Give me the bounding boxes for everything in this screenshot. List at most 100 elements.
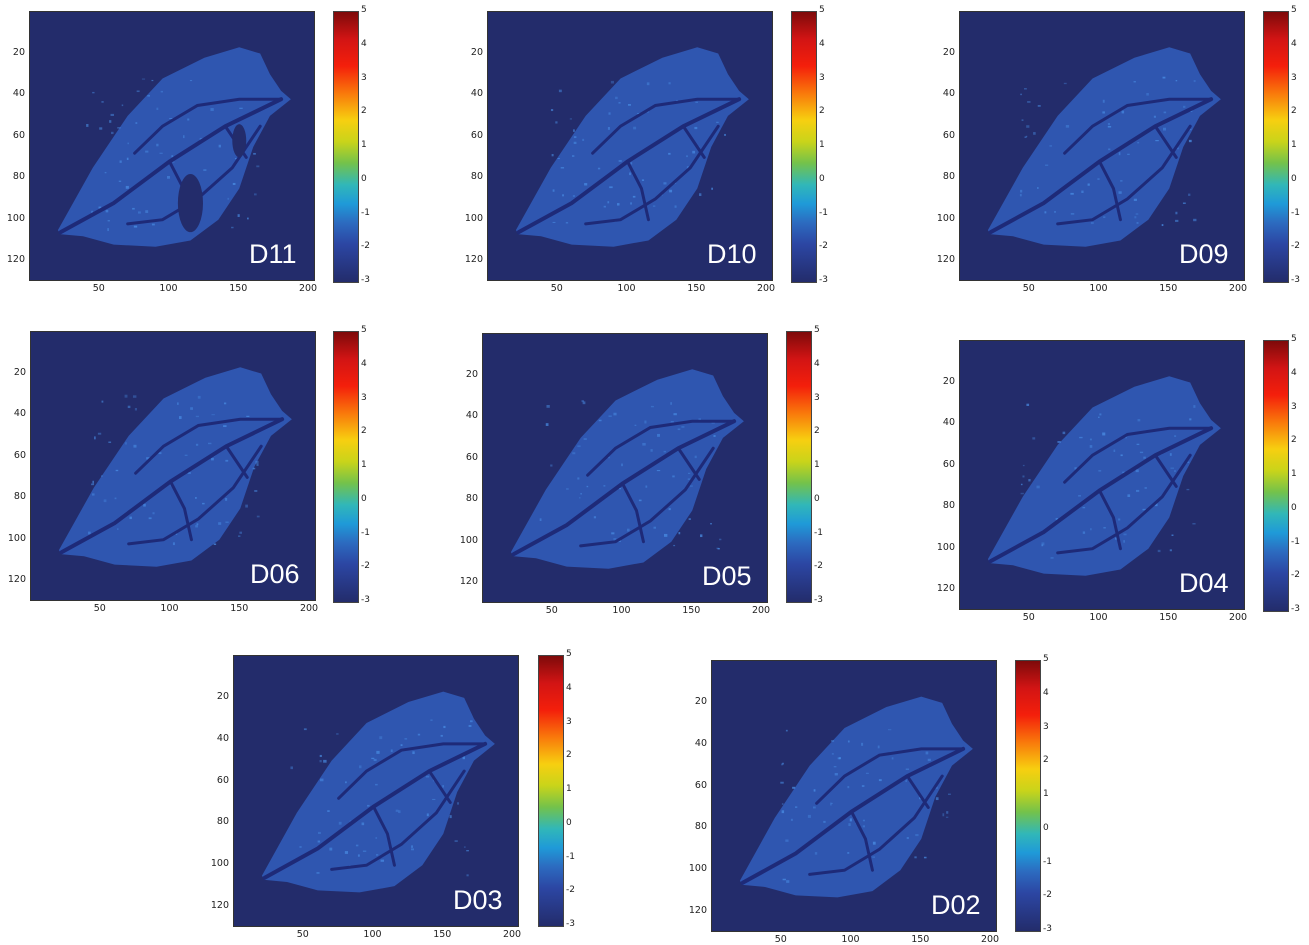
leaf-speck (151, 79, 154, 82)
y-tick-label: 100 (7, 532, 26, 544)
colorbar-tick-label: -1 (1291, 536, 1300, 547)
leaf-speck (463, 846, 466, 848)
colorbar-tick-label: 5 (566, 649, 572, 659)
leaf-speck (1175, 211, 1178, 215)
colorbar-tick-label: -3 (814, 595, 823, 605)
leaf-speck (375, 854, 379, 856)
leaf-speck (1121, 110, 1125, 114)
leaf-speck (1176, 147, 1179, 150)
leaf-speck (1057, 441, 1061, 443)
leaf-speck (94, 436, 96, 440)
colorbar-tick-label: -1 (814, 527, 823, 538)
leaf-speck (1114, 537, 1118, 540)
leaf-speck (608, 415, 612, 417)
leaf-speck (861, 742, 864, 746)
leaf-speck (1107, 125, 1112, 128)
leaf-speck (223, 425, 227, 428)
leaf-speck (1170, 467, 1174, 469)
leaf-speck (1107, 122, 1111, 126)
leaf-speck (1028, 478, 1031, 482)
leaf-speck (1103, 526, 1106, 529)
leaf-vein (1056, 453, 1192, 555)
leaf-vein (427, 769, 452, 804)
leaf-speck (1162, 127, 1167, 131)
x-tick-label: 50 (774, 934, 787, 945)
leaf-vein (579, 446, 715, 548)
leaf-speck (1023, 88, 1027, 90)
leaf-speck (182, 135, 185, 139)
leaf-speck (814, 852, 818, 855)
leaf-speck (694, 126, 698, 130)
leaf-speck (1162, 76, 1166, 79)
leaf-speck (197, 395, 201, 399)
leaf-speck (379, 736, 383, 740)
leaf-speck (160, 90, 164, 93)
leaf-speck (97, 432, 102, 435)
leaf-speck (1026, 125, 1030, 128)
y-tick-label: 80 (465, 493, 478, 505)
leaf-speck (195, 525, 198, 528)
leaf-speck (336, 733, 339, 735)
colorbar-tick-label: 2 (361, 426, 367, 437)
leaf-speck (411, 848, 415, 851)
colorbar-tick-label: -3 (1043, 924, 1052, 934)
leaf-svg (515, 47, 749, 247)
leaf-speck (644, 420, 647, 424)
leaf-svg (261, 691, 495, 893)
colorbar-tick-label: 1 (819, 140, 825, 150)
colorbar-tick-label: 2 (819, 106, 825, 117)
leaf-speck (117, 127, 121, 129)
leaf-speck (673, 544, 676, 547)
colorbar-tick-label: 3 (1291, 72, 1297, 83)
leaf-speck (189, 79, 193, 82)
leaf-speck (466, 850, 469, 852)
leaf-speck (1026, 403, 1030, 406)
y-tick-label: 100 (210, 858, 229, 870)
leaf-speck (171, 155, 174, 158)
colorbar-tick-label: 4 (1043, 687, 1049, 698)
leaf-vein (808, 774, 944, 876)
x-tick-label: 100 (612, 605, 631, 616)
y-tick-label: 120 (459, 576, 478, 588)
y-tick-label: 80 (13, 491, 26, 503)
leaf-speck (572, 452, 576, 455)
leaf-speck (583, 438, 587, 440)
leaf-speck (426, 813, 429, 817)
leaf-speck (147, 95, 151, 97)
leaf-speck (555, 121, 558, 124)
leaf-speck (107, 220, 110, 222)
leaf-speck (1193, 79, 1196, 83)
colorbar (1015, 660, 1041, 932)
leaf-speck (621, 463, 623, 467)
leaf-area (739, 696, 973, 898)
leaf-speck (449, 815, 452, 819)
leaf-speck (134, 408, 137, 411)
y-tick-label: 60 (12, 129, 25, 141)
leaf-speck (454, 840, 458, 842)
leaf-speck (710, 523, 712, 525)
leaf-speck (914, 856, 917, 859)
leaf-speck (159, 152, 163, 154)
y-tick-label: 60 (465, 451, 478, 463)
leaf-speck (105, 209, 109, 213)
colorbar-tick-label: -1 (566, 851, 575, 862)
x-tick-label: 50 (1022, 283, 1035, 294)
x-tick-label: 50 (545, 605, 558, 616)
leaf-speck (1102, 111, 1105, 114)
colorbar-tick-label: 0 (361, 173, 367, 184)
leaf-speck (92, 480, 94, 484)
leaf-vein (1098, 160, 1122, 222)
leaf-speck (442, 785, 445, 788)
leaf-vein (905, 774, 930, 809)
leaf-speck (1169, 453, 1172, 456)
leaf-speck (256, 515, 260, 518)
leaf-speck (716, 121, 719, 123)
leaf-speck (1193, 218, 1197, 222)
leaf-speck (674, 205, 677, 208)
leaf-speck (234, 158, 238, 160)
leaf-speck (1154, 503, 1158, 507)
leaf-speck (1123, 540, 1126, 543)
leaf-speck (143, 503, 146, 507)
leaf-speck (550, 109, 554, 112)
leaf-speck (213, 543, 217, 546)
